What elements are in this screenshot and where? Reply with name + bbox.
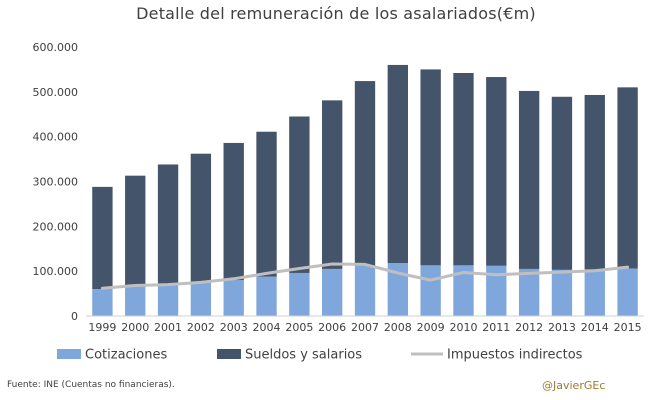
bar-cotizaciones bbox=[92, 289, 113, 316]
legend-label: Cotizaciones bbox=[85, 348, 167, 363]
bar-sueldos-salarios bbox=[125, 175, 146, 287]
author-credit: @JavierGEc bbox=[542, 379, 606, 392]
x-tick-label: 2012 bbox=[515, 321, 543, 334]
x-tick-label: 2005 bbox=[285, 321, 313, 334]
x-tick-label: 1999 bbox=[88, 321, 116, 334]
bar-sueldos-salarios bbox=[190, 153, 212, 283]
line-impuestos-indirectos bbox=[100, 262, 630, 290]
x-tick-label: 2001 bbox=[154, 321, 182, 334]
legend: Cotizaciones Sueldos y salarios Impuestos … bbox=[57, 348, 583, 363]
bar-sueldos-salarios bbox=[420, 69, 441, 266]
y-tick-label: 500.000 bbox=[33, 86, 79, 99]
bar-cotizaciones bbox=[551, 269, 573, 316]
bar-cotizaciones bbox=[157, 284, 179, 316]
bar-cotizaciones bbox=[387, 263, 408, 316]
chart-title: Detalle del remuneración de los asalaria… bbox=[136, 4, 536, 23]
legend-label: Sueldos y salarios bbox=[245, 348, 362, 363]
bar-cotizaciones bbox=[617, 268, 638, 316]
bar-cotizaciones bbox=[256, 276, 277, 316]
bar-sueldos-salarios bbox=[92, 186, 113, 290]
legend-swatch bbox=[217, 349, 241, 359]
bar-sueldos-salarios bbox=[551, 96, 573, 270]
bar-sueldos-salarios bbox=[322, 100, 343, 269]
x-tick-label: 2011 bbox=[482, 321, 510, 334]
bar-sueldos-salarios bbox=[584, 94, 605, 270]
bar-cotizaciones bbox=[322, 268, 343, 316]
bar-sueldos-salarios bbox=[617, 87, 638, 269]
x-axis-ticks: 1999 2000 2001 2002 2003 2004 2005 2006 2007 2008… bbox=[88, 321, 641, 334]
x-tick-label: 2009 bbox=[417, 321, 445, 334]
bar-cotizaciones bbox=[125, 286, 146, 316]
bar-cotizaciones bbox=[354, 265, 376, 316]
x-tick-label: 2002 bbox=[187, 321, 215, 334]
bar-cotizaciones bbox=[518, 268, 540, 316]
bar-sueldos-salarios bbox=[387, 64, 408, 264]
y-tick-label: 600.000 bbox=[33, 41, 79, 54]
bar-sueldos-salarios bbox=[256, 131, 277, 277]
legend-swatch bbox=[57, 349, 81, 359]
bar-cotizaciones bbox=[486, 265, 507, 316]
y-tick-label: 100.000 bbox=[33, 265, 79, 278]
line-layer bbox=[100, 262, 630, 290]
bar-cotizaciones bbox=[584, 269, 605, 316]
bar-cotizaciones bbox=[453, 265, 474, 316]
x-tick-label: 2008 bbox=[384, 321, 412, 334]
bars-layer bbox=[92, 64, 638, 316]
legend-label: Impuestos indirectos bbox=[447, 348, 583, 363]
y-tick-label: 300.000 bbox=[33, 176, 79, 189]
x-tick-label: 2006 bbox=[318, 321, 346, 334]
bar-sueldos-salarios bbox=[223, 142, 244, 281]
bar-sueldos-salarios bbox=[157, 164, 179, 285]
x-tick-label: 2004 bbox=[253, 321, 281, 334]
x-tick-label: 2000 bbox=[121, 321, 149, 334]
y-tick-label: 400.000 bbox=[33, 131, 79, 144]
bar-sueldos-salarios bbox=[354, 81, 376, 266]
x-tick-label: 2003 bbox=[220, 321, 248, 334]
x-tick-label: 2010 bbox=[449, 321, 477, 334]
y-tick-label: 0 bbox=[71, 310, 78, 323]
source-note: Fuente: INE (Cuentas no financieras). bbox=[7, 380, 175, 390]
x-tick-label: 2007 bbox=[351, 321, 379, 334]
y-tick-label: 200.000 bbox=[33, 220, 79, 233]
y-axis-ticks: 0 100.000 200.000 300.000 400.000 500.000 600.… bbox=[33, 41, 79, 323]
bar-sueldos-salarios bbox=[289, 116, 310, 273]
bar-cotizaciones bbox=[190, 282, 212, 316]
x-tick-label: 2013 bbox=[548, 321, 576, 334]
bar-cotizaciones bbox=[289, 272, 310, 316]
bar-sueldos-salarios bbox=[518, 90, 540, 269]
bar-cotizaciones bbox=[420, 265, 441, 316]
bar-sueldos-salarios bbox=[486, 77, 507, 266]
x-tick-label: 2014 bbox=[581, 321, 609, 334]
x-tick-label: 2015 bbox=[614, 321, 642, 334]
bar-cotizaciones bbox=[223, 280, 244, 316]
bar-sueldos-salarios bbox=[453, 73, 474, 266]
